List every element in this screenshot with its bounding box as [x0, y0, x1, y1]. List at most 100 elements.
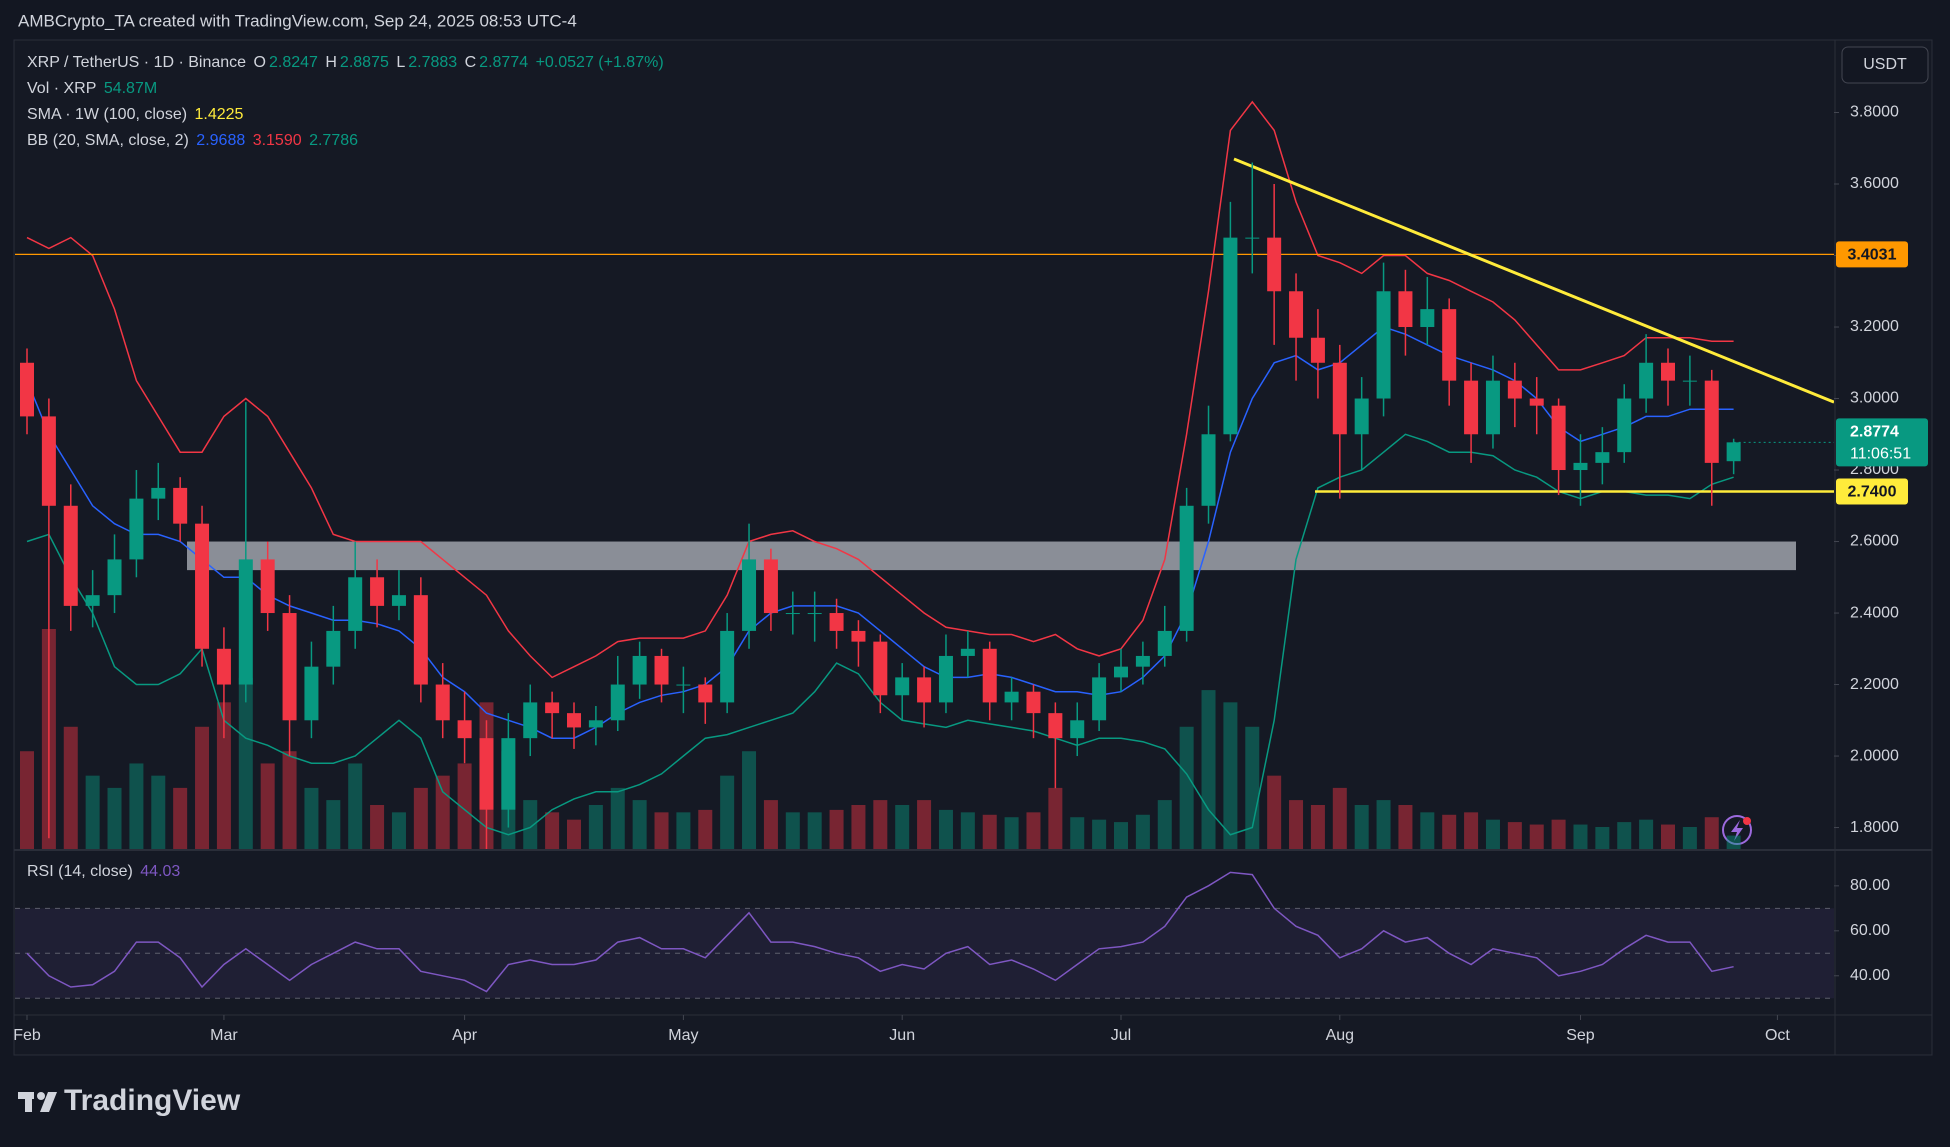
- candle-body: [20, 362, 34, 417]
- candle-body: [1639, 362, 1654, 399]
- candle-body: [501, 738, 516, 810]
- alert-ring[interactable]: [1722, 815, 1752, 845]
- x-tick-label: May: [668, 1027, 698, 1044]
- bollinger-upper: [26, 100, 1734, 679]
- volume-bar: [851, 805, 866, 849]
- rsi-y-tick-label: 80.00: [1850, 877, 1890, 894]
- volume-bar: [588, 805, 603, 849]
- x-tick-label: Apr: [452, 1027, 478, 1044]
- candle-body: [1332, 362, 1347, 435]
- x-tick-label: Mar: [210, 1027, 238, 1044]
- volume-bar: [1332, 787, 1347, 849]
- candle-body: [1420, 309, 1435, 328]
- volume-bar: [917, 800, 932, 849]
- volume-bar: [282, 751, 297, 849]
- candle-body: [632, 655, 647, 685]
- candle-body: [1682, 380, 1697, 382]
- level-label: 2.7400: [1848, 484, 1897, 501]
- volume-bar: [1420, 812, 1435, 849]
- candle-body: [107, 559, 122, 596]
- candle-body: [479, 738, 494, 810]
- volume-bar: [742, 751, 757, 849]
- volume-bar: [873, 800, 888, 849]
- candle-body: [1135, 655, 1150, 667]
- rsi-title: RSI (14, close): [27, 863, 133, 880]
- candle-body: [85, 595, 100, 606]
- x-tick-label: Jun: [889, 1027, 915, 1044]
- candle-body: [873, 641, 888, 696]
- rsi-value: 44.03: [140, 863, 181, 880]
- volume-bar: [1464, 812, 1479, 849]
- ohlc-value: 2.7883: [408, 54, 458, 71]
- candle-body: [1617, 398, 1632, 453]
- candle-body: [1376, 291, 1391, 399]
- volume-bar: [1617, 822, 1632, 849]
- candle-body: [698, 684, 713, 703]
- volume-value: 54.87M: [103, 80, 158, 97]
- volume-bar: [1223, 702, 1238, 849]
- y-tick-label: 3.6000: [1850, 175, 1899, 192]
- x-tick-label: Sep: [1566, 1027, 1595, 1044]
- volume-bar: [63, 726, 78, 849]
- volume-bar: [763, 800, 778, 849]
- candle-body: [567, 713, 581, 728]
- alert-dot[interactable]: [1743, 817, 1751, 825]
- volume-bar: [523, 800, 538, 849]
- volume-bar: [1245, 726, 1260, 849]
- volume-bar: [1354, 805, 1369, 849]
- volume-bar: [938, 809, 953, 849]
- volume-bar: [326, 800, 341, 849]
- currency-button[interactable]: [1841, 46, 1929, 84]
- alert-icon[interactable]: [1722, 815, 1752, 845]
- alert-bolt[interactable]: [1731, 820, 1743, 841]
- candle-body: [348, 577, 363, 631]
- volume-title: Vol · XRP: [27, 80, 97, 97]
- candle-body: [1507, 380, 1522, 399]
- candle-body: [523, 702, 538, 739]
- volume-bar: [413, 787, 428, 849]
- level-tag: [1836, 478, 1908, 505]
- candle-body: [1573, 462, 1588, 471]
- volume-bar: [1289, 800, 1304, 849]
- y-tick-label: 3.2000: [1850, 318, 1899, 335]
- volume-bar: [829, 809, 844, 849]
- bb-title: BB (20, SMA, close, 2): [27, 132, 189, 149]
- volume-bar: [632, 800, 647, 849]
- logo-stem: [25, 1092, 32, 1112]
- bb-value: 2.7786: [309, 132, 359, 149]
- bb-value: 3.1590: [252, 132, 302, 149]
- volume-bar: [151, 775, 166, 849]
- volume-bar: [129, 763, 144, 849]
- candle-body: [1092, 677, 1107, 721]
- zone: [187, 541, 1796, 571]
- candle-body: [151, 487, 166, 499]
- volume-bar: [20, 751, 34, 849]
- logo-slash: [40, 1092, 57, 1112]
- volume-bar: [1726, 835, 1741, 849]
- logo-dot: [37, 1092, 45, 1100]
- candle-body: [413, 595, 428, 685]
- volume-bar: [1595, 827, 1610, 849]
- candle-body: [129, 498, 144, 560]
- volume-bar: [1485, 819, 1500, 849]
- currency[interactable]: USDT: [1863, 56, 1907, 73]
- ohlc-value: 2.8774: [479, 54, 529, 71]
- rsi-y-tick-label: 40.00: [1850, 967, 1890, 984]
- ohlc-value: 2.8875: [339, 54, 389, 71]
- candle-body: [282, 613, 297, 721]
- candle-body: [1485, 380, 1500, 435]
- y-tick-label: 2.0000: [1850, 747, 1899, 764]
- candle-body: [676, 684, 691, 686]
- volume-bar: [654, 812, 669, 849]
- price-pane: [15, 100, 1834, 849]
- candle-body: [1354, 398, 1369, 435]
- candle-body: [1004, 691, 1019, 703]
- volume-bar: [238, 677, 253, 849]
- volume-bar: [457, 763, 472, 849]
- candle-body: [1201, 434, 1216, 506]
- ohlc-letter: H: [325, 54, 337, 71]
- candle-body: [1026, 691, 1041, 714]
